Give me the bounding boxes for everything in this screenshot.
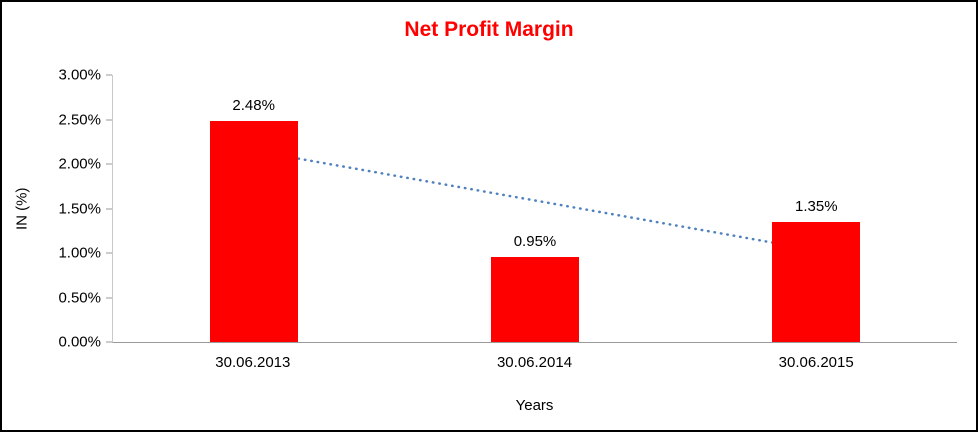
- bar: [772, 221, 861, 342]
- y-tick: 3.00%: [58, 67, 112, 84]
- y-tick-label: 0.50%: [58, 289, 101, 306]
- y-tick: 2.50%: [58, 111, 112, 128]
- bar-group: 1.35%: [676, 198, 957, 342]
- y-tick: 1.00%: [58, 245, 112, 262]
- y-tick-mark: [106, 74, 112, 76]
- y-tick-label: 0.00%: [58, 333, 101, 351]
- bar-value-label: 2.48%: [232, 97, 275, 115]
- y-tick-mark: [106, 208, 112, 209]
- x-category-label: 30.06.2013: [215, 354, 291, 371]
- plot-area: 2.48% 0.95% 1.35%: [112, 75, 957, 343]
- y-tick-label: 2.50%: [58, 111, 101, 128]
- y-tick-mark: [106, 119, 112, 120]
- bar: [209, 121, 298, 342]
- chart-title: Net Profit Margin: [404, 18, 574, 41]
- bar-group: 2.48%: [113, 97, 394, 342]
- y-tick-mark: [106, 252, 112, 254]
- y-tick-mark: [106, 297, 112, 298]
- y-tick: 2.00%: [58, 156, 112, 173]
- y-tick-label: 2.00%: [58, 155, 101, 173]
- y-axis: 3.00% 2.50% 2.00% 1.50% 1.00% 0.50% 0.00%: [2, 67, 112, 351]
- x-category-label: 30.06.2015: [778, 354, 854, 371]
- y-tick-mark: [106, 341, 112, 343]
- y-tick: 0.00%: [58, 334, 112, 351]
- bar-value-label: 1.35%: [795, 197, 838, 215]
- x-axis-title: Years: [515, 397, 554, 414]
- y-tick: 0.50%: [58, 289, 112, 306]
- y-tick-mark: [106, 163, 112, 165]
- x-category-label: 30.06.2014: [496, 354, 573, 371]
- bar-group: 0.95%: [394, 233, 675, 342]
- bars-layer: 2.48% 0.95% 1.35%: [113, 75, 957, 342]
- bar-value-label: 0.95%: [513, 233, 557, 251]
- y-tick: 1.50%: [58, 200, 112, 217]
- x-axis-labels: 30.06.2013 30.06.2014 30.06.2015: [112, 354, 957, 371]
- bar: [490, 257, 579, 342]
- y-tick-label: 1.50%: [58, 200, 101, 217]
- y-tick-label: 1.00%: [58, 244, 101, 262]
- y-tick-label: 3.00%: [58, 66, 101, 84]
